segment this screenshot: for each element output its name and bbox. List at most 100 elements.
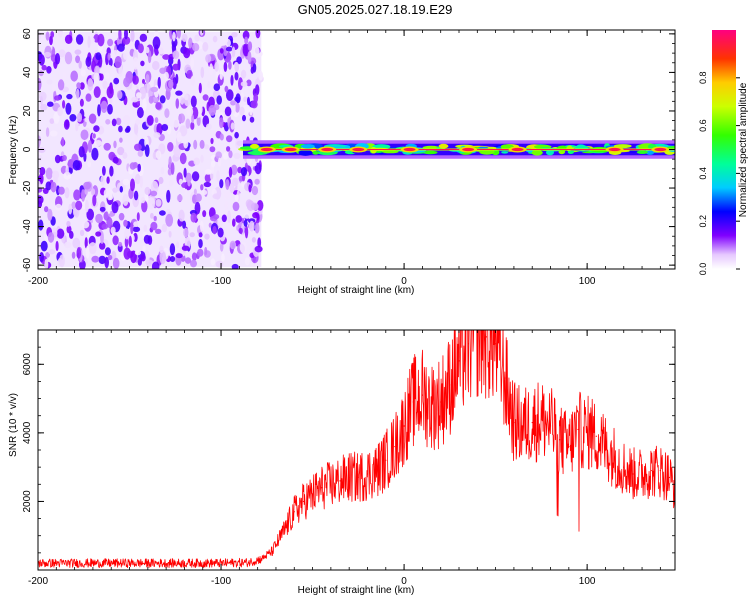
y-tick-label: 60	[22, 28, 33, 40]
noise-blob	[183, 139, 189, 149]
noise-blob	[46, 79, 53, 85]
noise-blob	[208, 104, 217, 116]
noise-blob	[199, 139, 205, 149]
noise-blob	[215, 260, 224, 268]
noise-blob	[38, 154, 43, 162]
noise-blob	[210, 137, 214, 145]
noise-blob	[172, 50, 180, 59]
noise-blob	[185, 172, 192, 183]
spectrogram-y-ticks: -60 -40 -20 0 20 40 60	[22, 28, 675, 272]
band-patch	[546, 149, 554, 156]
noise-blob	[79, 229, 85, 237]
noise-blob	[132, 85, 137, 93]
noise-blob	[116, 90, 123, 100]
noise-blob	[184, 188, 188, 202]
band-patch	[250, 143, 259, 149]
noise-blob	[190, 95, 197, 108]
noise-blob	[99, 242, 106, 250]
noise-blob	[168, 230, 172, 238]
noise-blob	[50, 31, 55, 38]
noise-blob	[240, 167, 248, 177]
noise-blob	[175, 90, 183, 96]
noise-blob	[142, 245, 146, 252]
noise-blob	[131, 134, 139, 146]
noise-blob	[92, 194, 97, 207]
snr-data-points	[38, 332, 675, 564]
noise-blob	[225, 179, 230, 190]
noise-blob	[103, 142, 111, 151]
noise-blob	[143, 224, 148, 232]
noise-blob	[75, 34, 84, 45]
noise-blob	[78, 60, 82, 69]
noise-blob	[118, 30, 122, 40]
noise-blob	[97, 104, 101, 117]
noise-blob	[190, 212, 197, 223]
noise-blob	[107, 104, 113, 115]
noise-blob	[254, 178, 260, 185]
noise-blob	[103, 189, 109, 198]
noise-blob	[132, 226, 141, 232]
noise-blob	[173, 145, 181, 158]
noise-blob	[213, 83, 221, 91]
x-tick-label: -200	[28, 576, 48, 587]
snr-data-point	[476, 332, 478, 335]
noise-blob	[119, 137, 123, 143]
snr-data-point	[366, 473, 369, 475]
noise-blob	[133, 190, 139, 201]
colorbar: 0.0 0.2 0.4 0.6 0.8 Normalized spectral ampl…	[698, 30, 749, 275]
noise-blob	[106, 47, 111, 55]
noise-blob	[87, 161, 91, 168]
noise-blob	[170, 162, 175, 175]
noise-blob	[165, 213, 174, 227]
noise-blob	[246, 79, 252, 87]
snr-data-point	[531, 421, 533, 424]
noise-blob	[56, 228, 65, 239]
noise-blob	[87, 78, 94, 91]
noise-blob	[244, 225, 249, 239]
noise-blob	[46, 66, 52, 74]
noise-blob	[240, 81, 248, 87]
noise-blob	[41, 64, 47, 71]
noise-blob	[122, 193, 129, 206]
noise-blob	[158, 176, 164, 185]
noise-blob	[193, 139, 198, 150]
noise-blob	[231, 263, 239, 269]
noise-blob	[87, 35, 91, 49]
noise-blob	[239, 241, 247, 254]
noise-blob	[152, 60, 160, 71]
band-patch	[312, 151, 319, 155]
noise-blob	[148, 96, 154, 104]
noise-blob	[203, 144, 210, 150]
noise-blob	[140, 196, 146, 204]
y-tick-label: 40	[22, 66, 33, 78]
noise-blob	[134, 173, 141, 185]
x-tick-label: 100	[579, 276, 596, 287]
noise-blob	[192, 43, 200, 52]
noise-blob	[100, 175, 106, 186]
noise-blob	[167, 142, 174, 152]
noise-blob	[234, 131, 239, 139]
noise-blob	[58, 49, 66, 58]
noise-blob	[118, 125, 123, 133]
noise-blob	[100, 100, 108, 114]
noise-blob	[251, 185, 259, 196]
noise-blob	[131, 96, 139, 103]
snr-data-point	[568, 445, 570, 448]
noise-blob	[155, 228, 162, 234]
noise-blob	[178, 178, 183, 185]
noise-blob	[255, 30, 261, 39]
noise-blob	[98, 255, 106, 265]
noise-blob	[248, 184, 252, 193]
noise-blob	[124, 228, 130, 240]
snr-data-point	[412, 401, 414, 403]
noise-blob	[107, 254, 113, 261]
snr-data-point	[293, 511, 295, 513]
noise-blob	[185, 118, 191, 129]
noise-blob	[233, 152, 241, 159]
snr-data-point	[650, 469, 652, 472]
noise-blob	[226, 135, 233, 143]
noise-blob	[142, 78, 145, 84]
noise-blob	[242, 114, 246, 122]
noise-blob	[144, 250, 150, 263]
